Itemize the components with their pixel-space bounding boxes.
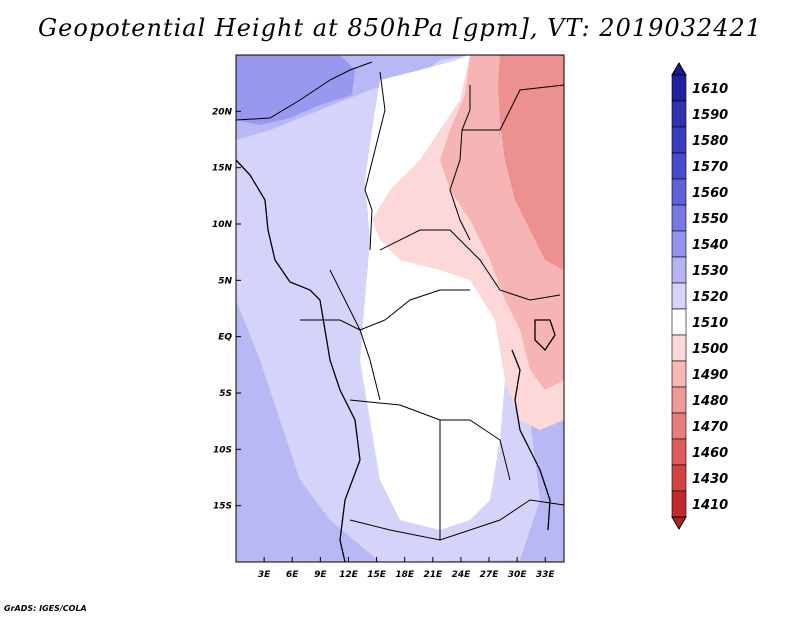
colorbar-swatch	[671, 100, 687, 128]
y-tick-label: 10S	[213, 445, 232, 455]
colorbar-swatch	[671, 490, 687, 518]
colorbar-label: 1500	[692, 342, 728, 357]
borders-layer	[236, 61, 564, 562]
colorbar-label: 1490	[692, 368, 728, 383]
colorbar-swatch	[671, 204, 687, 232]
x-tick-label: 6E	[286, 570, 299, 580]
colorbar-swatch	[671, 464, 687, 492]
x-tick-label: 21E	[423, 570, 443, 580]
colorbar-swatch	[671, 230, 687, 258]
y-tick-label: 5S	[219, 389, 232, 399]
y-tick-label: 15S	[213, 502, 232, 512]
border-line	[462, 84, 564, 131]
colorbar-swatch	[671, 412, 687, 440]
colorbar-swatch	[671, 386, 687, 414]
colorbar-label: 1520	[692, 290, 728, 305]
colorbar-top-arrow	[671, 62, 687, 76]
colorbar-swatch	[671, 360, 687, 388]
colorbar-swatch	[671, 334, 687, 362]
colorbar-swatch	[671, 256, 687, 284]
border-line	[349, 499, 564, 541]
border-line	[364, 71, 386, 251]
x-tick-label: 33E	[536, 570, 556, 580]
field-northwest-blue	[236, 55, 355, 125]
colorbar-label: 1470	[692, 420, 728, 435]
x-tick-label: 30E	[508, 570, 528, 580]
x-tick-label: 15E	[367, 570, 387, 580]
lake-outline	[511, 349, 551, 531]
colorbar: 1610 1590 1580 1570 1560 1550 1540 1530 1520 1510…	[671, 62, 728, 530]
border-line	[300, 319, 381, 401]
colorbar-label: 1460	[692, 446, 728, 461]
border-line	[379, 229, 561, 301]
x-tick-label: 9E	[314, 570, 327, 580]
colorbar-label: 1480	[692, 394, 728, 409]
colorbar-label: 1550	[692, 212, 728, 227]
map-frame	[235, 54, 565, 563]
x-axis: 3E 6E 9E 12E 15E 18E 21E 24E 27E 30E 33E	[258, 557, 556, 580]
border-line	[349, 399, 511, 481]
colorbar-swatch	[671, 308, 687, 336]
y-tick-label: EQ	[218, 333, 232, 343]
border-line	[236, 61, 373, 121]
colorbar-bottom-arrow	[671, 516, 687, 530]
y-tick-label: 20N	[212, 107, 233, 117]
colorbar-swatch	[671, 438, 687, 466]
colorbar-swatch	[671, 126, 687, 154]
colorbar-label: 1530	[692, 264, 728, 279]
colorbar-label: 1590	[692, 108, 728, 123]
x-tick-label: 3E	[258, 570, 271, 580]
y-tick-label: 5N	[218, 276, 232, 286]
colorbar-swatch	[671, 74, 687, 102]
colorbar-swatch	[671, 282, 687, 310]
credit-text: GrADS: IGES/COLA	[4, 604, 87, 613]
colorbar-label: 1430	[692, 472, 728, 487]
colorbar-label: 1410	[692, 498, 728, 513]
colorbar-label: 1610	[692, 82, 728, 97]
coastline	[236, 159, 361, 562]
y-axis: 20N 15N 10N 5N EQ 5S 10S 15S	[212, 107, 241, 512]
colorbar-label: 1560	[692, 186, 728, 201]
x-tick-label: 18E	[395, 570, 415, 580]
x-tick-label: 24E	[452, 570, 472, 580]
colorbar-label: 1580	[692, 134, 728, 149]
border-line	[449, 85, 471, 241]
lake-outline	[534, 319, 556, 352]
y-tick-label: 10N	[212, 220, 233, 230]
colorbar-label: 1540	[692, 238, 728, 253]
field-northeast-red	[498, 55, 564, 270]
map-title: Geopotential Height at 850hPa [gpm], VT:…	[38, 14, 762, 42]
colorbar-swatch	[671, 152, 687, 180]
field-west-blue	[236, 470, 350, 562]
colorbar-label: 1510	[692, 316, 728, 331]
border-line	[329, 269, 470, 331]
y-tick-label: 15N	[212, 164, 233, 174]
colorbar-label: 1570	[692, 160, 728, 175]
x-tick-label: 27E	[480, 570, 500, 580]
colorbar-swatch	[671, 178, 687, 206]
x-tick-label: 12E	[339, 570, 359, 580]
